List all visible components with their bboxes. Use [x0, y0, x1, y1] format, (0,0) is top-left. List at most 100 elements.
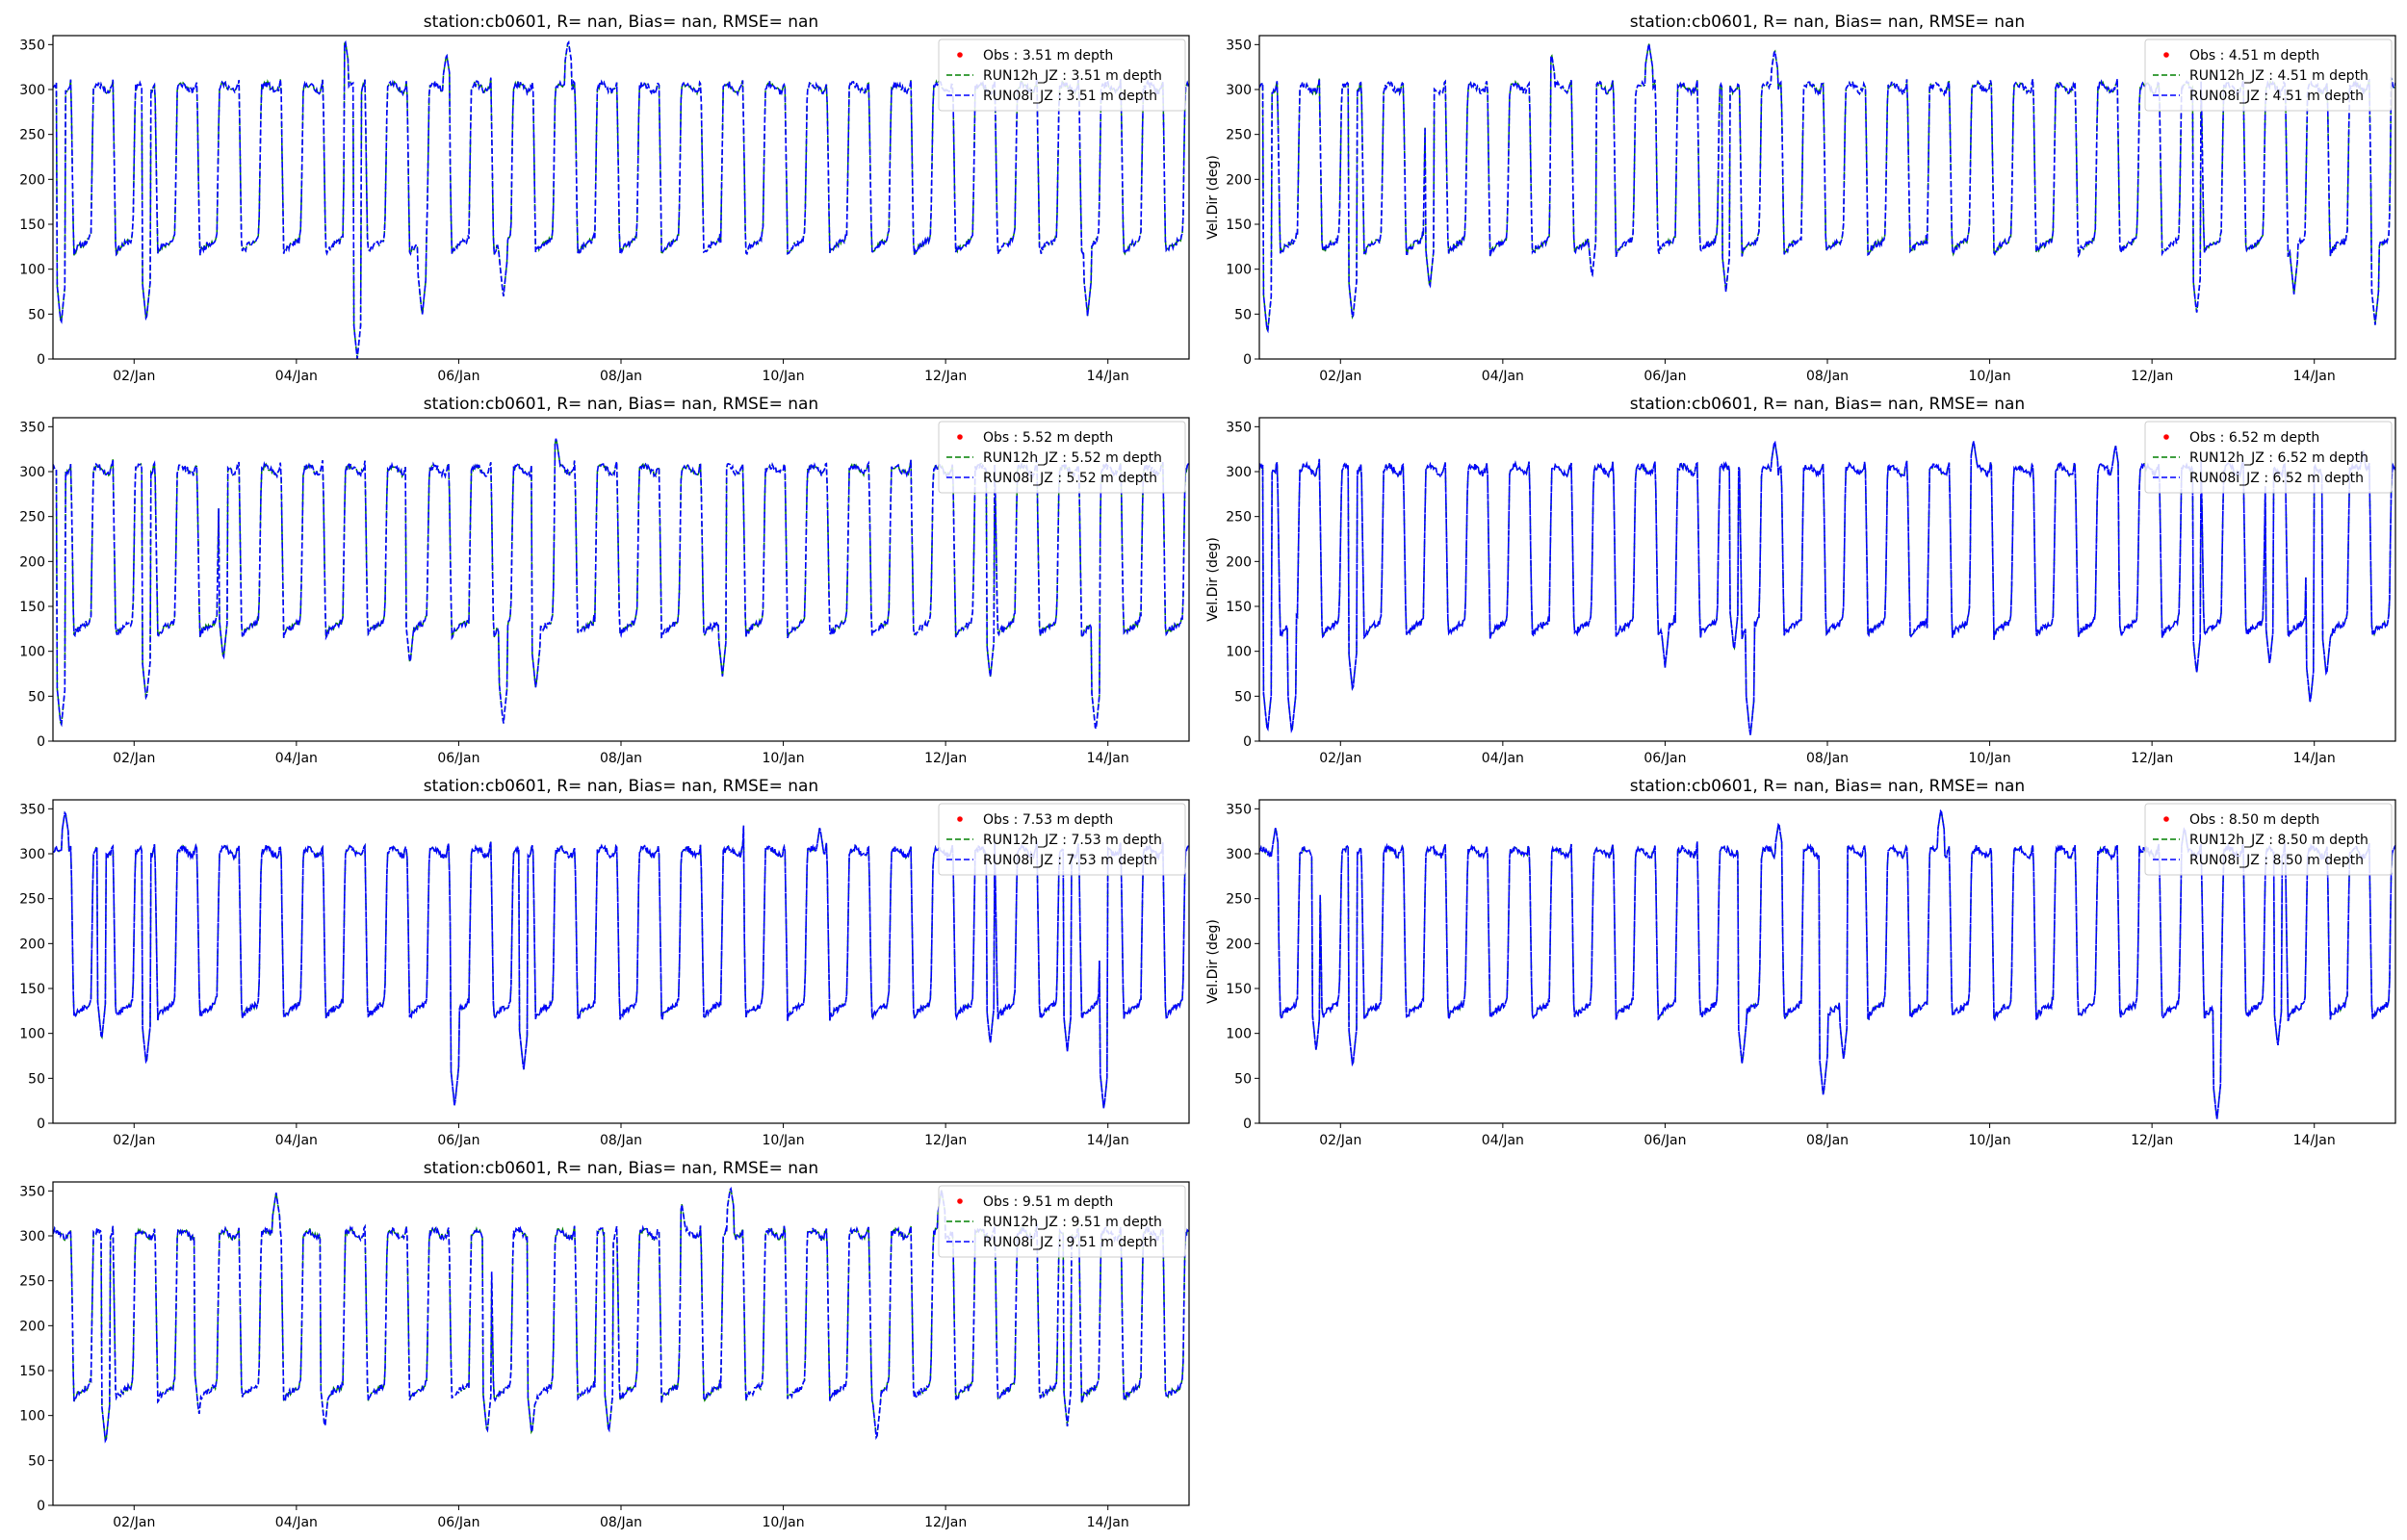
y-tick-label: 50	[28, 307, 45, 322]
legend: Obs : 4.51 m depth RUN12h_JZ : 4.51 m dep…	[2144, 38, 2393, 112]
x-tick-label: 14/Jan	[2293, 369, 2336, 384]
y-tick-label: 100	[1226, 645, 1252, 660]
y-tick-label: 350	[19, 420, 45, 435]
legend-label-run08i: RUN08i_JZ : 8.50 m depth	[2189, 853, 2364, 868]
x-tick-label: 04/Jan	[1482, 369, 1524, 384]
x-tick-label: 04/Jan	[275, 369, 318, 384]
x-tick-label: 06/Jan	[437, 1133, 479, 1148]
series-run08i-line	[53, 438, 1189, 732]
legend-label-run08i: RUN08i_JZ : 9.51 m depth	[983, 1235, 1157, 1250]
legend-marker-obs	[2163, 434, 2169, 440]
y-axis-label: Vel.Dir (deg)	[1205, 537, 1221, 622]
y-tick-label: 200	[1226, 554, 1252, 570]
x-tick-label: 02/Jan	[1319, 1133, 1361, 1148]
axes-frame	[1258, 35, 2396, 360]
y-tick-label: 350	[1226, 802, 1252, 817]
subplot-title: station:cb0601, R= nan, Bias= nan, RMSE=…	[424, 1159, 818, 1178]
x-tick-label: 04/Jan	[1482, 1133, 1524, 1148]
legend-label-obs: Obs : 9.51 m depth	[983, 1194, 1113, 1210]
y-tick-label: 0	[1243, 734, 1252, 750]
x-tick-label: 12/Jan	[924, 1515, 967, 1530]
subplot-4: station:cb0601, R= nan, Bias= nan, RMSE=…	[1205, 395, 2396, 766]
legend-box	[938, 38, 1186, 112]
x-tick-label: 10/Jan	[1969, 751, 2011, 766]
y-tick-label: 50	[28, 689, 45, 705]
y-tick-label: 200	[19, 172, 45, 188]
x-tick-label: 02/Jan	[1319, 369, 1361, 384]
x-tick-label: 06/Jan	[1643, 1133, 1686, 1148]
y-axis-label: Vel.Dir (deg)	[1205, 155, 1221, 240]
x-tick-label: 06/Jan	[437, 369, 479, 384]
legend-label-obs: Obs : 4.51 m depth	[2189, 48, 2319, 64]
y-tick-label: 300	[1226, 465, 1252, 480]
x-tick-label: 12/Jan	[2131, 369, 2173, 384]
y-tick-label: 100	[1226, 1027, 1252, 1042]
legend-label-obs: Obs : 7.53 m depth	[983, 812, 1113, 828]
y-tick-label: 50	[28, 1453, 45, 1469]
y-tick-label: 350	[19, 1184, 45, 1199]
x-tick-label: 14/Jan	[1087, 369, 1129, 384]
series-run08i-line	[53, 39, 1189, 359]
y-tick-label: 300	[19, 847, 45, 862]
y-tick-label: 100	[19, 1027, 45, 1042]
x-tick-label: 14/Jan	[2293, 751, 2336, 766]
legend-label-run08i: RUN08i_JZ : 7.53 m depth	[983, 853, 1157, 868]
y-tick-label: 150	[1226, 982, 1252, 997]
legend-label-run12h: RUN12h_JZ : 8.50 m depth	[2189, 833, 2368, 848]
legend-marker-obs	[957, 816, 963, 822]
x-tick-label: 02/Jan	[1319, 751, 1361, 766]
y-tick-label: 150	[19, 1364, 45, 1379]
y-tick-label: 50	[28, 1071, 45, 1087]
series-run08i-line	[1259, 808, 2395, 1119]
x-tick-label: 08/Jan	[600, 751, 642, 766]
legend-label-obs: Obs : 3.51 m depth	[983, 48, 1113, 64]
y-tick-label: 250	[1226, 510, 1252, 526]
subplot-title: station:cb0601, R= nan, Bias= nan, RMSE=…	[424, 777, 818, 796]
x-tick-label: 08/Jan	[600, 1515, 642, 1530]
y-tick-label: 250	[19, 128, 45, 143]
x-tick-label: 12/Jan	[924, 369, 967, 384]
axes-frame	[52, 799, 1190, 1124]
x-tick-label: 08/Jan	[1806, 751, 1849, 766]
x-tick-label: 10/Jan	[763, 369, 805, 384]
y-tick-label: 50	[1234, 1071, 1252, 1087]
x-tick-label: 08/Jan	[600, 369, 642, 384]
legend-box	[938, 421, 1186, 494]
y-tick-label: 150	[1226, 600, 1252, 615]
legend: Obs : 5.52 m depth RUN12h_JZ : 5.52 m dep…	[938, 421, 1186, 494]
subplot-title: station:cb0601, R= nan, Bias= nan, RMSE=…	[1630, 395, 2025, 414]
legend-label-run12h: RUN12h_JZ : 5.52 m depth	[983, 450, 1162, 466]
x-tick-label: 14/Jan	[2293, 1133, 2336, 1148]
x-tick-label: 02/Jan	[113, 369, 155, 384]
x-tick-label: 10/Jan	[763, 1133, 805, 1148]
y-tick-label: 300	[1226, 83, 1252, 98]
legend-label-run12h: RUN12h_JZ : 4.51 m depth	[2189, 68, 2368, 84]
subplot-2: station:cb0601, R= nan, Bias= nan, RMSE=…	[1205, 13, 2396, 384]
legend-box	[2144, 38, 2393, 112]
x-tick-label: 10/Jan	[763, 1515, 805, 1530]
legend-box	[938, 1185, 1186, 1258]
y-tick-label: 100	[19, 263, 45, 278]
axes-frame	[1258, 799, 2396, 1124]
y-tick-label: 0	[1243, 1116, 1252, 1132]
y-tick-label: 200	[19, 554, 45, 570]
y-tick-label: 200	[19, 937, 45, 952]
subplot-7: station:cb0601, R= nan, Bias= nan, RMSE=…	[19, 1159, 1190, 1530]
x-tick-label: 06/Jan	[437, 1515, 479, 1530]
x-tick-label: 02/Jan	[113, 1133, 155, 1148]
subplot-3: station:cb0601, R= nan, Bias= nan, RMSE=…	[19, 395, 1190, 766]
y-tick-label: 300	[19, 465, 45, 480]
x-tick-label: 12/Jan	[924, 1133, 967, 1148]
legend-marker-obs	[2163, 816, 2169, 822]
y-tick-label: 150	[1226, 218, 1252, 233]
legend-label-run08i: RUN08i_JZ : 6.52 m depth	[2189, 471, 2364, 486]
subplot-title: station:cb0601, R= nan, Bias= nan, RMSE=…	[1630, 13, 2025, 32]
y-tick-label: 150	[19, 982, 45, 997]
y-tick-label: 300	[1226, 847, 1252, 862]
x-tick-label: 04/Jan	[1482, 751, 1524, 766]
x-tick-label: 08/Jan	[1806, 1133, 1849, 1148]
y-tick-label: 150	[19, 218, 45, 233]
x-tick-label: 02/Jan	[113, 751, 155, 766]
y-tick-label: 250	[19, 1274, 45, 1290]
